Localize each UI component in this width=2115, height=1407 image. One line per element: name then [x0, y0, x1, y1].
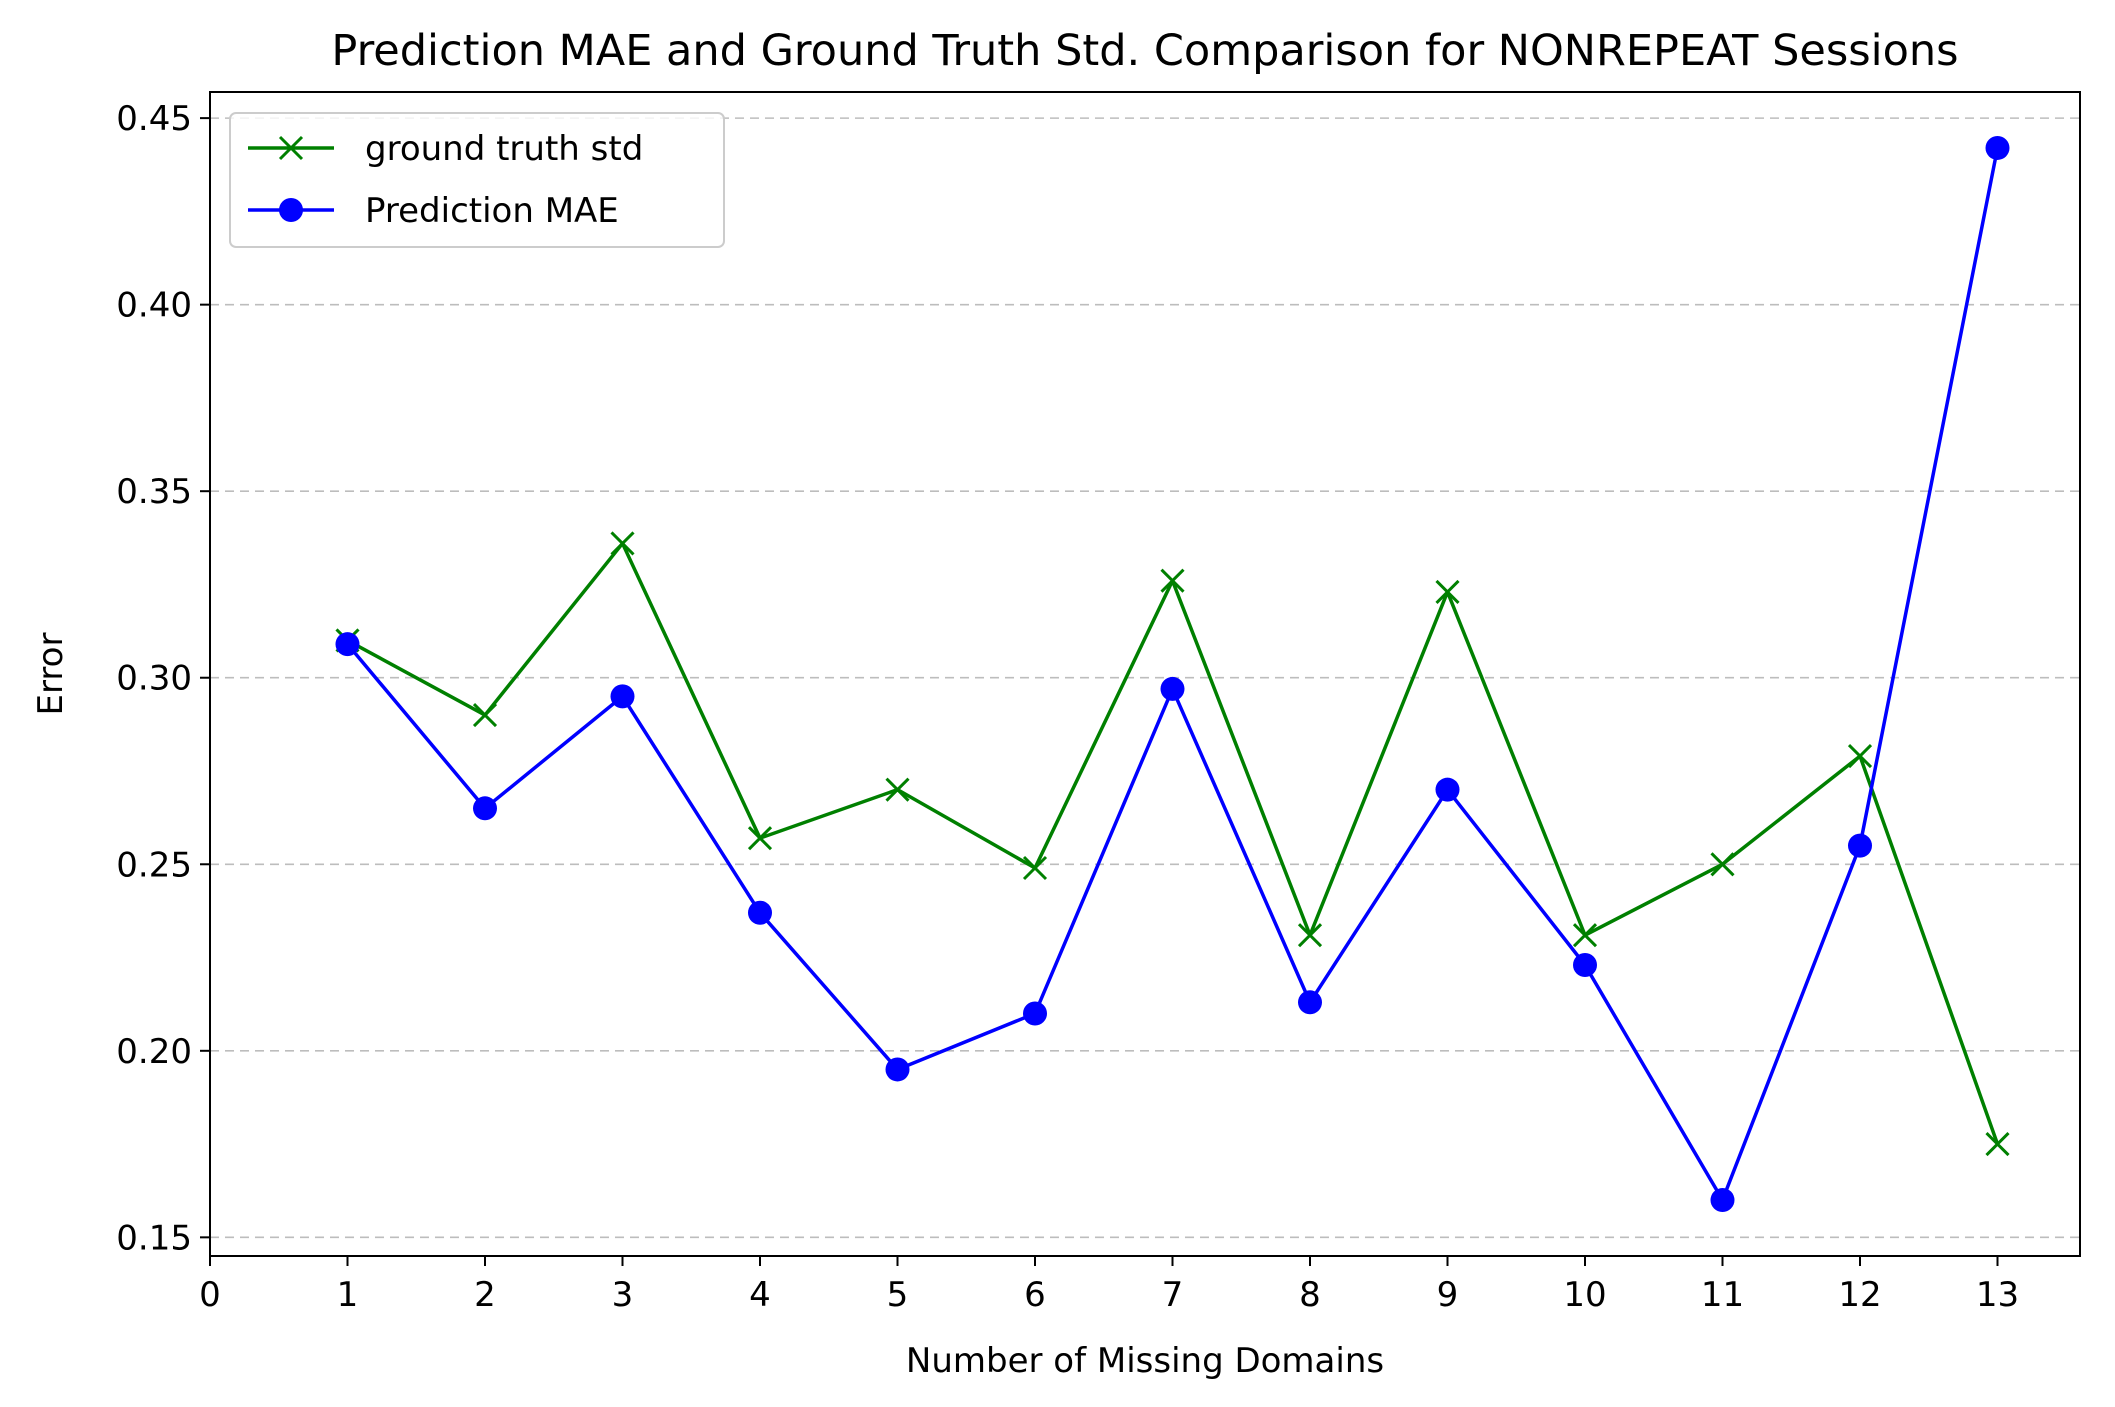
data-point-ground-truth-std [1572, 923, 1598, 948]
data-point-ground-truth-std [1160, 568, 1185, 593]
data-point-prediction-mae [1848, 833, 1872, 858]
y-tick-label: 0.40 [116, 286, 192, 326]
x-axis-ticks: 0 1 2 3 4 5 6 7 8 9 10 11 12 13 [199, 1256, 2019, 1315]
data-point-prediction-mae [1023, 1001, 1047, 1026]
y-tick-label: 0.30 [116, 659, 192, 699]
x-tick-label: 8 [1299, 1275, 1321, 1315]
chart-title: Prediction MAE and Ground Truth Std. Com… [331, 26, 1958, 76]
data-point-prediction-mae [610, 684, 635, 709]
x-tick-label: 1 [337, 1275, 359, 1315]
data-point-ground-truth-std [1022, 855, 1048, 881]
legend-marker-x-icon [278, 135, 304, 161]
y-tick-label: 0.20 [116, 1032, 192, 1072]
x-tick-label: 0 [199, 1275, 221, 1315]
data-point-prediction-mae [1160, 676, 1185, 701]
x-tick-label: 4 [749, 1275, 771, 1315]
legend-label-ground-truth-std: ground truth std [365, 129, 643, 169]
x-tick-label: 3 [612, 1275, 634, 1315]
series-lines [335, 135, 2010, 1213]
x-tick-label: 12 [1838, 1275, 1881, 1315]
x-tick-label: 6 [1024, 1275, 1046, 1315]
data-point-prediction-mae [1710, 1188, 1735, 1213]
x-axis-label: Number of Missing Domains [906, 1341, 1384, 1381]
data-point-ground-truth-std [1847, 744, 1873, 769]
data-point-prediction-mae [885, 1057, 910, 1082]
data-point-prediction-mae [1985, 135, 2010, 160]
data-point-prediction-mae [1573, 953, 1597, 977]
data-point-prediction-mae [335, 632, 360, 657]
x-tick-label: 2 [474, 1275, 496, 1315]
data-point-prediction-mae [1298, 990, 1322, 1015]
x-tick-label: 13 [1976, 1275, 2019, 1315]
legend: ground truth std Prediction MAE [229, 112, 725, 248]
x-tick-label: 7 [1162, 1275, 1184, 1315]
y-tick-label: 0.15 [116, 1218, 192, 1258]
plot-frame [209, 91, 2081, 1257]
legend-marker-circle-icon [279, 198, 303, 222]
x-tick-label: 9 [1437, 1275, 1459, 1315]
grid-lines [210, 117, 2080, 1239]
data-point-ground-truth-std [1985, 1132, 2010, 1157]
data-point-ground-truth-std [885, 777, 910, 802]
y-tick-label: 0.35 [116, 472, 192, 512]
data-point-ground-truth-std [747, 826, 773, 851]
data-point-prediction-mae [748, 900, 772, 925]
x-tick-label: 10 [1563, 1275, 1606, 1315]
legend-label-prediction-mae: Prediction MAE [365, 191, 619, 231]
legend-box [229, 112, 725, 248]
y-axis-label: Error [31, 633, 71, 716]
data-point-ground-truth-std [1710, 852, 1735, 877]
y-tick-label: 0.25 [116, 845, 192, 885]
x-tick-label: 5 [887, 1275, 909, 1315]
data-point-prediction-mae [473, 796, 497, 821]
y-tick-label: 0.45 [116, 99, 192, 139]
data-point-ground-truth-std [472, 702, 498, 728]
data-point-ground-truth-std [1435, 579, 1460, 604]
y-axis-ticks: 0.15 0.20 0.25 0.30 0.35 0.40 0.45 [116, 99, 210, 1258]
data-point-prediction-mae [1435, 777, 1460, 802]
data-point-ground-truth-std [610, 531, 635, 556]
data-point-ground-truth-std [1297, 923, 1323, 948]
x-tick-label: 11 [1701, 1275, 1744, 1315]
